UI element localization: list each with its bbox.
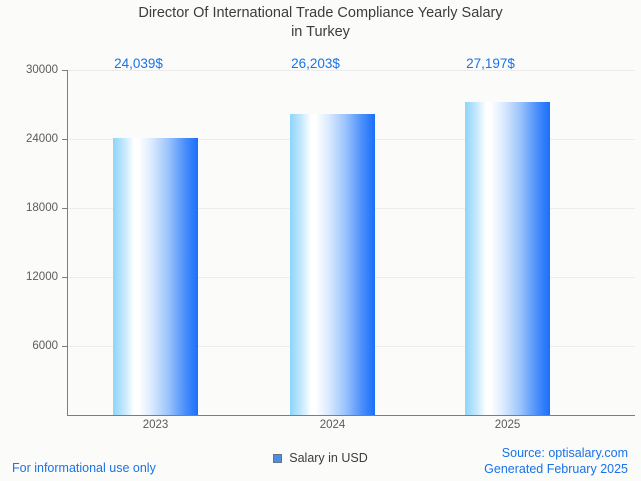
y-tick-mark-30000 bbox=[62, 70, 68, 71]
y-tick-mark-12000 bbox=[62, 277, 68, 278]
bar-2025[interactable] bbox=[465, 102, 550, 415]
y-tick-label-30000: 30000 bbox=[26, 64, 58, 76]
y-tick-mark-18000 bbox=[62, 208, 68, 209]
y-tick-mark-6000 bbox=[62, 346, 68, 347]
data-label-2025: 27,197$ bbox=[466, 56, 515, 71]
legend-item-label[interactable]: Salary in USD bbox=[289, 451, 368, 465]
x-tick-label-2025: 2025 bbox=[494, 419, 521, 431]
data-label-2023: 24,039$ bbox=[114, 56, 163, 71]
x-tick-label-2024: 2024 bbox=[319, 419, 346, 431]
chart-legend: Salary in USD bbox=[0, 451, 641, 465]
x-tick-label-2023: 2023 bbox=[142, 419, 169, 431]
y-tick-mark-24000 bbox=[62, 139, 68, 140]
bar-2023[interactable] bbox=[113, 138, 198, 415]
source-block: Source: optisalary.com Generated Februar… bbox=[484, 445, 628, 477]
y-tick-label-24000: 24000 bbox=[26, 133, 58, 145]
disclaimer-text: For informational use only bbox=[12, 461, 156, 475]
x-axis-line bbox=[67, 415, 635, 416]
y-tick-label-18000: 18000 bbox=[26, 202, 58, 214]
bars-layer bbox=[67, 70, 635, 415]
data-label-2024: 26,203$ bbox=[291, 56, 340, 71]
legend-marker-icon bbox=[273, 453, 283, 463]
y-tick-label-6000: 6000 bbox=[32, 340, 58, 352]
y-axis-labels: 30000 24000 18000 12000 6000 bbox=[0, 0, 58, 481]
bar-2024[interactable] bbox=[290, 114, 375, 415]
source-text: Source: optisalary.com bbox=[501, 446, 628, 460]
gridline-30000 bbox=[67, 70, 635, 71]
y-axis-line bbox=[67, 70, 68, 416]
chart-title: Director Of International Trade Complian… bbox=[138, 5, 503, 40]
generated-text: Generated February 2025 bbox=[484, 462, 628, 476]
y-tick-label-12000: 12000 bbox=[26, 271, 58, 283]
